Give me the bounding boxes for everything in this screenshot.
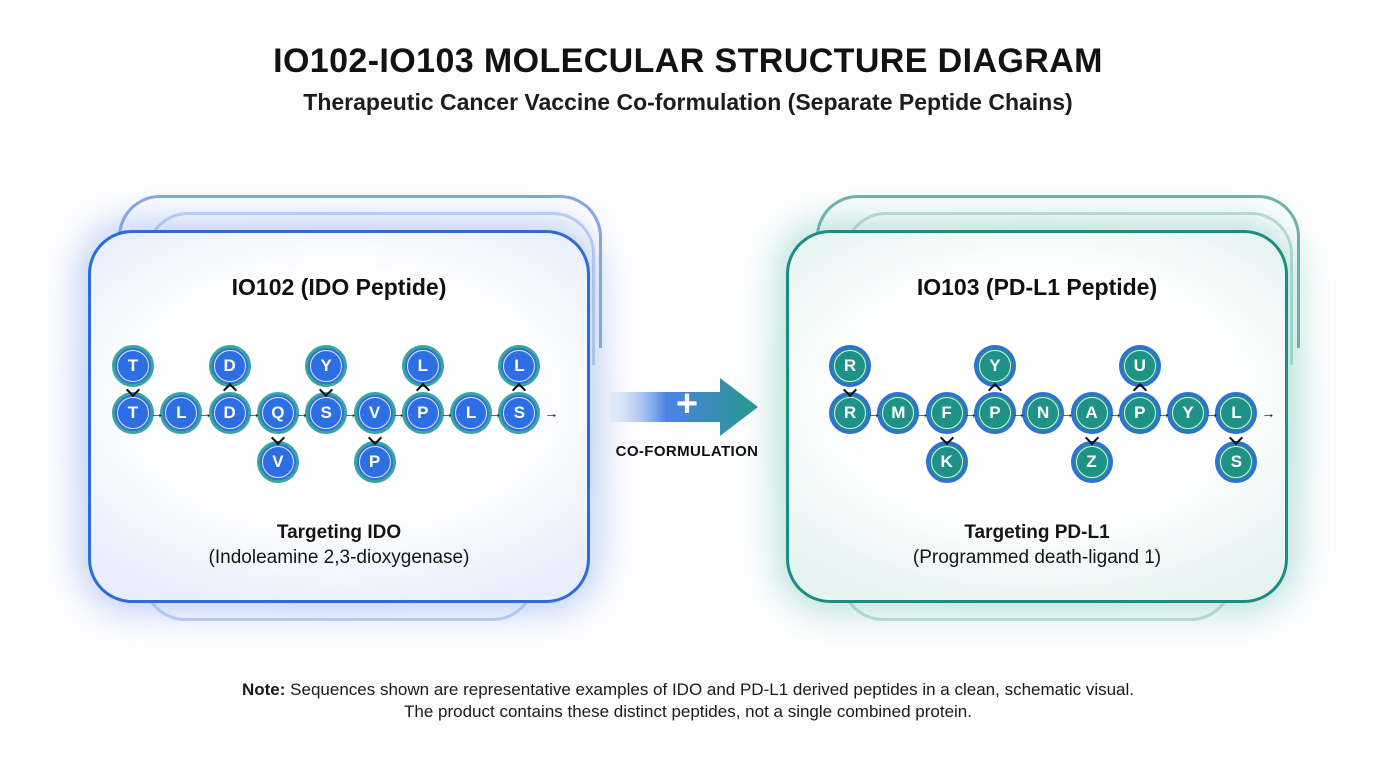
- page-subtitle: Therapeutic Cancer Vaccine Co-formulatio…: [303, 89, 1073, 115]
- residue-Y: Y: [973, 345, 1016, 387]
- chain-arrow-icon: →: [439, 405, 454, 421]
- residue-Y: Y: [1167, 392, 1210, 434]
- io102-peptide-chain: T → L → D → Q → S → V → P → L → S → T D Y L L V P: [88, 230, 590, 603]
- chain-arrow-icon: →: [1012, 405, 1027, 421]
- chain-arrow-icon: →: [343, 405, 358, 421]
- io103-panel: IO103 (PD-L1 Peptide) R → M → F → P → N → A → P → Y → L →…: [786, 195, 1300, 621]
- chain-arrow-icon: →: [1060, 405, 1075, 421]
- footnote-line1-text: Sequences shown are representative examp…: [285, 680, 1135, 699]
- io102-title: IO102 (IDO Peptide): [231, 274, 447, 300]
- chain-arrow-icon: →: [391, 405, 406, 421]
- residue-T: T: [112, 392, 154, 434]
- chain-arrow-icon: →: [544, 405, 559, 421]
- residue-T: T: [112, 345, 154, 387]
- header: IO102-IO103 MOLECULAR STRUCTURE DIAGRAM …: [0, 42, 1376, 116]
- residue-K: K: [925, 441, 968, 483]
- residue-N: N: [1022, 392, 1065, 434]
- residue-S: S: [305, 392, 348, 434]
- residue-P: P: [353, 441, 396, 483]
- residue-U: U: [1118, 345, 1161, 387]
- footnote-line1: Note: Sequences shown are representative…: [0, 679, 1376, 701]
- chain-arrow-icon: →: [1156, 405, 1171, 421]
- page-title: IO102-IO103 MOLECULAR STRUCTURE DIAGRAM: [273, 42, 1103, 80]
- residue-P: P: [973, 392, 1016, 434]
- chain-arrow-icon: →: [295, 405, 310, 421]
- residue-L: L: [160, 392, 203, 434]
- residue-Q: Q: [256, 392, 299, 434]
- residue-Z: Z: [1070, 441, 1113, 483]
- io102-panel: IO102 (IDO Peptide) T → L → D → Q → S → V → P → L → S → T D…: [88, 195, 602, 621]
- chain-arrow-icon: →: [963, 405, 978, 421]
- residue-L: L: [450, 392, 493, 434]
- co-formulation-label: CO-FORMULATION: [615, 443, 759, 460]
- residue-P: P: [1118, 392, 1161, 434]
- residue-Y: Y: [305, 345, 348, 387]
- residue-M: M: [877, 392, 920, 434]
- residue-D: D: [208, 345, 251, 387]
- residue-S: S: [1215, 441, 1258, 483]
- residue-R: R: [829, 345, 871, 387]
- residue-L: L: [401, 345, 444, 387]
- chain-arrow-icon: →: [867, 405, 882, 421]
- io103-target-sub: (Programmed death-ligand 1): [912, 547, 1162, 568]
- residue-F: F: [925, 392, 968, 434]
- chain-arrow-icon: →: [150, 405, 165, 421]
- chain-arrow-icon: →: [1108, 405, 1123, 421]
- chain-arrow-icon: →: [1205, 405, 1220, 421]
- residue-S: S: [498, 392, 541, 434]
- io102-target-caption: Targeting IDO (Indoleamine 2,3-dioxygena…: [88, 520, 590, 570]
- io102-target-bold: Targeting IDO: [276, 522, 402, 543]
- chain-arrow-icon: →: [488, 405, 503, 421]
- plus-icon: +: [675, 382, 699, 425]
- io102-target-sub: (Indoleamine 2,3-dioxygenase): [208, 547, 470, 568]
- chain-arrow-icon: →: [915, 405, 930, 421]
- footnote-line2: The product contains these distinct pept…: [404, 702, 972, 721]
- io103-title: IO103 (PD-L1 Peptide): [916, 274, 1158, 300]
- co-formulation-arrow-icon: [610, 378, 758, 436]
- footnote-note-word: Note:: [241, 680, 286, 699]
- residue-P: P: [401, 392, 444, 434]
- residue-L: L: [1215, 392, 1258, 434]
- residue-A: A: [1070, 392, 1113, 434]
- residue-L: L: [498, 345, 541, 387]
- io103-target-bold: Targeting PD-L1: [964, 522, 1110, 543]
- chain-arrow-icon: →: [198, 405, 213, 421]
- residue-V: V: [353, 392, 396, 434]
- footnote: Note: Sequences shown are representative…: [0, 679, 1376, 723]
- io103-peptide-chain: R → M → F → P → N → A → P → Y → L → R Y U K Z S: [786, 230, 1288, 603]
- residue-V: V: [256, 441, 299, 483]
- chain-arrow-icon: →: [246, 405, 261, 421]
- residue-D: D: [208, 392, 251, 434]
- residue-R: R: [829, 392, 871, 434]
- io103-target-caption: Targeting PD-L1 (Programmed death-ligand…: [786, 520, 1288, 570]
- chain-arrow-icon: →: [1261, 405, 1276, 421]
